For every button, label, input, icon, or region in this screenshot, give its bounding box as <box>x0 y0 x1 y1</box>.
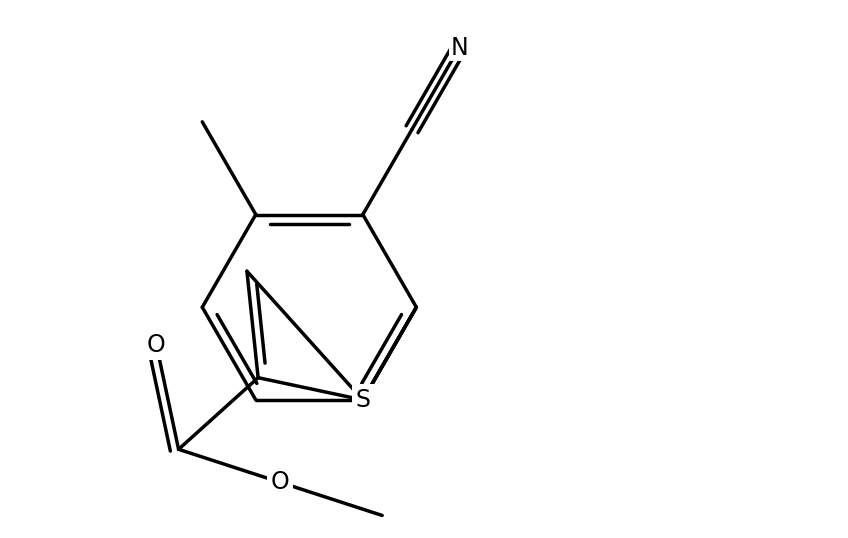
Text: S: S <box>355 388 371 412</box>
Text: O: O <box>271 470 290 494</box>
Text: N: N <box>450 36 468 60</box>
Text: O: O <box>147 332 165 357</box>
